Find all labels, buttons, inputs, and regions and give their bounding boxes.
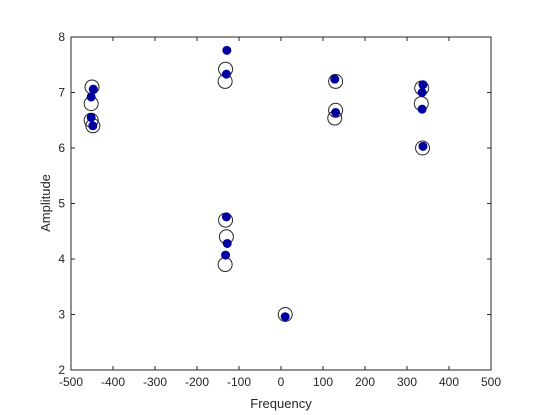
open-circle-point xyxy=(277,307,293,322)
filled-circle-point xyxy=(221,212,231,222)
y-tick-label: 4 xyxy=(58,252,65,266)
y-tick-label: 7 xyxy=(58,86,65,100)
open-circle-point xyxy=(415,140,431,156)
filled-circle-point xyxy=(221,250,231,260)
x-tick-label: 200 xyxy=(355,375,375,389)
filled-circle-point xyxy=(280,312,290,322)
y-tick-label: 5 xyxy=(58,197,65,211)
filled-circle-point xyxy=(88,121,98,131)
x-axis-label: Frequency xyxy=(250,396,312,411)
filled-circle-point xyxy=(86,92,96,102)
x-tick-label: 400 xyxy=(439,375,459,389)
filled-circle-point xyxy=(330,74,340,84)
filled-circle-point xyxy=(331,107,341,117)
y-axis-label: Amplitude xyxy=(38,174,53,232)
x-tick-label: -300 xyxy=(143,375,167,389)
x-tick-label: 100 xyxy=(313,375,333,389)
filled-circle-point xyxy=(418,141,428,151)
points-layer xyxy=(83,45,431,322)
x-tick-label: -400 xyxy=(101,375,125,389)
x-tick-label: -500 xyxy=(59,375,83,389)
y-tick-label: 2 xyxy=(58,363,65,377)
filled-circle-point xyxy=(417,104,427,114)
filled-circle-point xyxy=(417,88,427,97)
plot-frame xyxy=(70,36,492,371)
x-tick-label: -200 xyxy=(185,375,209,389)
open-circle-point xyxy=(328,102,344,118)
y-tick-label: 6 xyxy=(58,141,65,155)
filled-circle-point xyxy=(222,238,232,248)
y-tick-label: 3 xyxy=(58,308,65,322)
x-tick-label: 500 xyxy=(481,375,501,389)
filled-circle-point xyxy=(418,80,428,90)
x-tick-label: 0 xyxy=(278,375,285,389)
filled-circle-point xyxy=(88,84,98,94)
x-tick-label: -100 xyxy=(227,375,251,389)
filled-circle-point xyxy=(222,45,232,55)
y-tick-label: 8 xyxy=(58,30,65,44)
x-tick-label: 300 xyxy=(397,375,417,389)
open-circle-point xyxy=(328,73,344,89)
filled-circle-point xyxy=(86,112,96,122)
filled-circle-point xyxy=(221,69,231,79)
ticks-layer: -500 -400 -300 -200 -100 0 100 200 300 400 500 2 3 4 5… xyxy=(58,30,501,389)
